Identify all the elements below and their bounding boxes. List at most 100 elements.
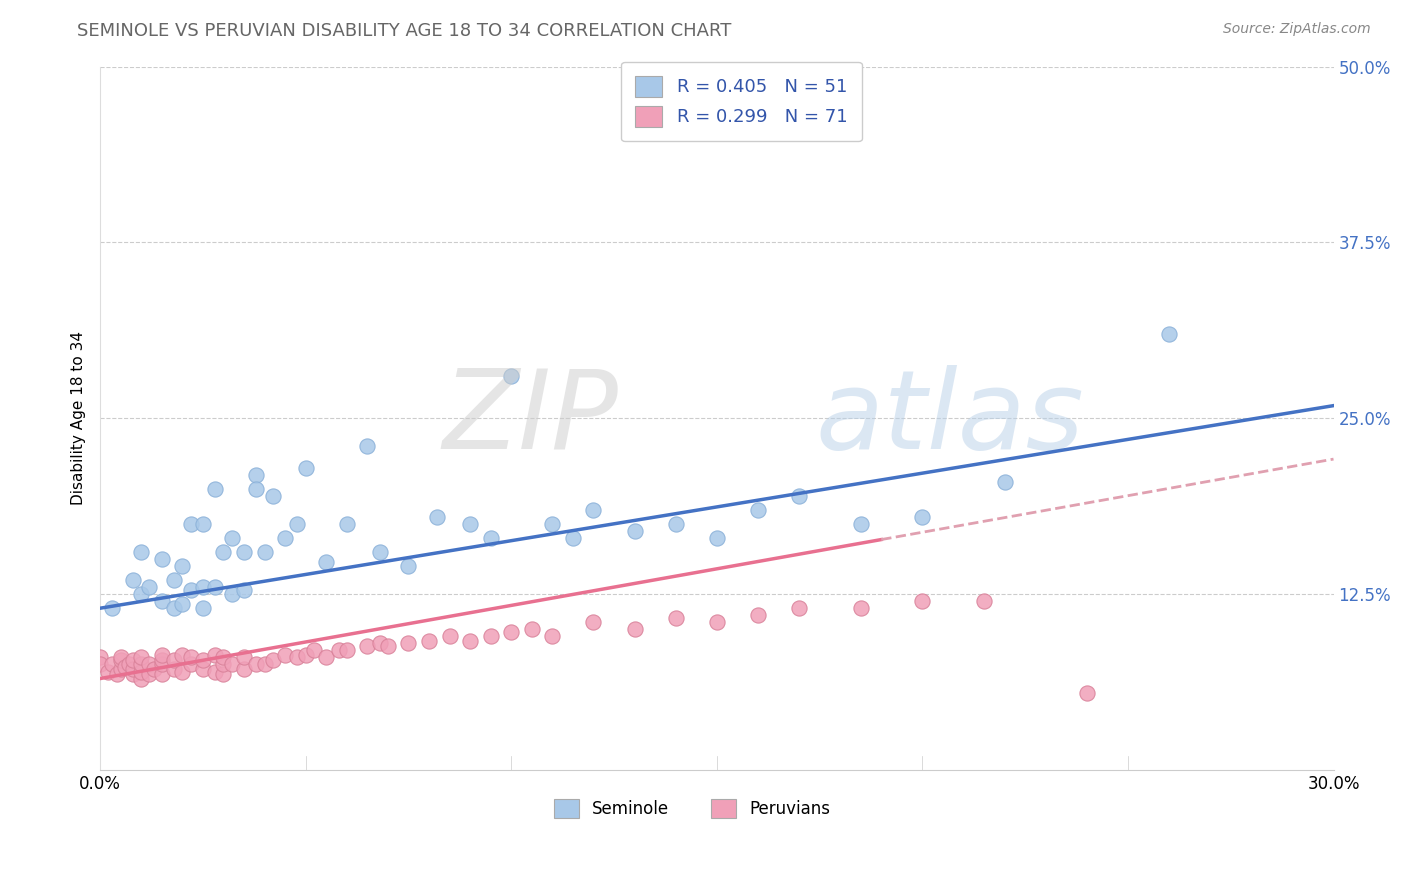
Point [787,601,810,615]
Point [150,594,173,608]
Point [129,587,152,601]
Point [706,531,728,545]
Point [439,629,461,643]
Point [204,665,226,679]
Point [541,516,564,531]
Point [274,531,297,545]
Point [110,662,132,676]
Point [122,653,145,667]
Point [101,601,124,615]
Point [191,601,214,615]
Point [163,653,186,667]
Point [328,643,350,657]
Text: Source: ZipAtlas.com: Source: ZipAtlas.com [1223,22,1371,37]
Point [118,657,141,672]
Point [180,582,202,597]
Point [172,648,194,662]
Point [150,653,173,667]
Point [212,545,235,559]
Point [479,629,502,643]
Point [665,516,688,531]
Text: atlas: atlas [815,365,1084,472]
Point [623,524,645,538]
Point [138,657,160,672]
Point [89,657,111,672]
Point [849,516,872,531]
Point [191,653,214,667]
Point [212,657,235,672]
Point [172,559,194,574]
Point [233,662,256,676]
Point [163,662,186,676]
Point [129,672,152,686]
Point [368,636,391,650]
Point [287,516,309,531]
Point [356,439,378,453]
Point [163,573,186,587]
Point [287,650,309,665]
Point [787,489,810,503]
Point [520,623,543,637]
Point [262,653,284,667]
Point [665,611,688,625]
Point [253,657,276,672]
Point [114,660,136,674]
Point [180,650,202,665]
Point [458,516,481,531]
Point [368,545,391,559]
Point [302,643,325,657]
Point [129,650,152,665]
Point [911,509,934,524]
Point [138,580,160,594]
Point [245,657,267,672]
Point [233,650,256,665]
Point [142,662,165,676]
Point [747,608,769,623]
Point [221,657,243,672]
Point [191,580,214,594]
Point [204,580,226,594]
Point [426,509,449,524]
Point [212,667,235,681]
Point [398,636,420,650]
Point [582,615,605,630]
Point [623,623,645,637]
Point [129,665,152,679]
Point [973,594,995,608]
Point [479,531,502,545]
Point [849,601,872,615]
Point [501,369,523,384]
Point [245,482,267,496]
Point [180,657,202,672]
Point [458,633,481,648]
Point [253,545,276,559]
Point [294,460,316,475]
Point [180,516,202,531]
Point [212,650,235,665]
Point [315,650,337,665]
Point [911,594,934,608]
Point [221,587,243,601]
Text: SEMINOLE VS PERUVIAN DISABILITY AGE 18 TO 34 CORRELATION CHART: SEMINOLE VS PERUVIAN DISABILITY AGE 18 T… [77,22,731,40]
Point [129,657,152,672]
Point [501,625,523,640]
Point [315,555,337,569]
Point [561,531,583,545]
Point [150,657,173,672]
Point [191,516,214,531]
Point [994,475,1017,489]
Legend: Seminole, Peruvians: Seminole, Peruvians [547,792,837,825]
Point [377,639,399,653]
Point [97,665,120,679]
Point [138,667,160,681]
Point [163,601,186,615]
Point [172,665,194,679]
Point [122,662,145,676]
Point [418,633,440,648]
Point [233,545,256,559]
Point [706,615,728,630]
Point [122,573,145,587]
Point [191,662,214,676]
Point [150,648,173,662]
Point [541,629,564,643]
